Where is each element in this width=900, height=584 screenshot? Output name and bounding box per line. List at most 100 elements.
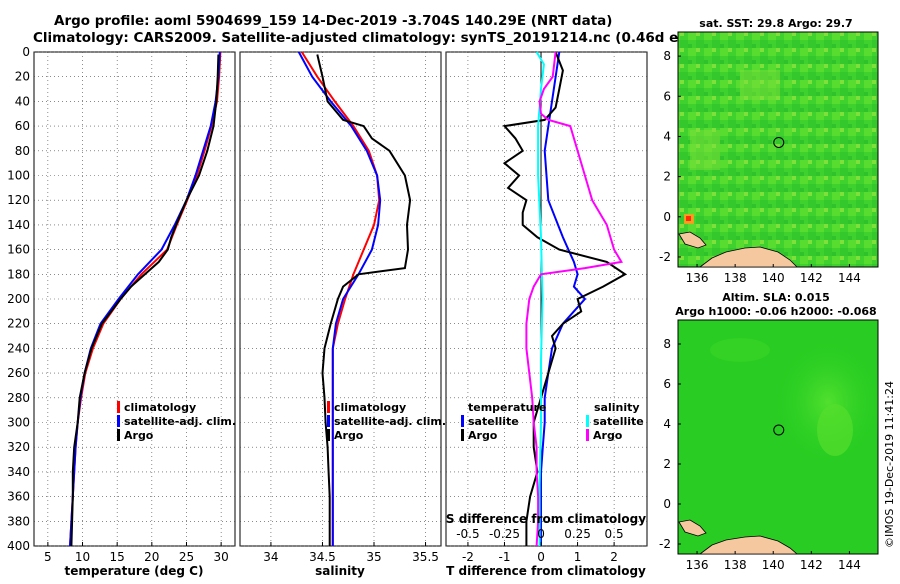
sla-high-patch: [817, 404, 853, 456]
map-lon-label: 144: [838, 271, 861, 285]
series-argo: [316, 54, 412, 546]
salinity-legend: climatology satellite-adj. clim. Argo: [327, 401, 446, 442]
new-guinea-coast: [698, 246, 798, 268]
map-lat-label: 2: [663, 457, 671, 471]
x-tick-label: 2: [610, 550, 618, 564]
map-lon-label: 138: [724, 271, 747, 285]
legend-swatch-climatology: [117, 401, 120, 413]
x-tick-label: 35.5: [412, 550, 439, 564]
s-diff-tick-label: -0.5: [456, 527, 479, 541]
series-argo: [70, 54, 220, 547]
legend-label-satellite: satellite-adj. clim.: [334, 415, 446, 428]
x-tick-label: 10: [75, 550, 90, 564]
figure-title-line1: Argo profile: aoml 5904699_159 14-Dec-20…: [54, 13, 612, 29]
argo-position-marker: [773, 136, 785, 148]
series-s-argo: [525, 51, 624, 547]
t-difference-xlabel: T difference from climatology: [446, 564, 646, 578]
difference-series: [502, 51, 628, 547]
temperature-panel: 5 10 15 20 25 30 0 20 40 60 80 100 120 140 160 180 200 2…: [7, 45, 236, 578]
map-lat-label: 8: [663, 49, 671, 63]
series-s-satellite: [535, 51, 545, 546]
difference-legend-salinity: salinity satellite Argo: [586, 401, 644, 442]
sst-hot-patch: [686, 216, 691, 221]
sla-map-title-2: Argo h1000: -0.06 h2000: -0.068: [675, 305, 876, 318]
map-lon-label: 136: [686, 558, 709, 572]
depth-tick-label: 380: [7, 514, 30, 528]
sst-map: sat. SST: 29.8 Argo: 29.7 136 138 140 142 14…: [659, 17, 879, 285]
legend-swatch-satellite: [117, 415, 120, 427]
imos-timestamp: ©IMOS 19-Dec-2019 11:41:24: [883, 381, 896, 548]
x-tick-label: 1: [574, 550, 582, 564]
map-lat-label: -2: [659, 537, 671, 551]
legend-label-argo: Argo: [334, 429, 364, 442]
depth-tick-label: 300: [7, 416, 30, 430]
sst-map-title: sat. SST: 29.8 Argo: 29.7: [699, 17, 852, 30]
legend-label-climatology: climatology: [124, 401, 196, 414]
sla-map-title-1: Altim. SLA: 0.015: [722, 291, 829, 304]
salinity-panel: 34 34.5 35 35.5 climatology satellite-adj. …: [239, 51, 446, 578]
series-t-argo: [502, 51, 628, 546]
depth-tick-label: 160: [7, 243, 30, 257]
depth-tick-label: 340: [7, 465, 30, 479]
legend-swatch-s-satellite: [586, 415, 589, 427]
x-tick-label: 34.5: [309, 550, 336, 564]
sla-map: Altim. SLA: 0.015 Argo h1000: -0.06 h200…: [659, 291, 879, 572]
temperature-series: [69, 51, 222, 547]
depth-tick-label: 140: [7, 218, 30, 232]
depth-tick-label: 80: [15, 144, 30, 158]
legend-label-t-satellite: satellite: [468, 415, 519, 428]
x-tick-label: -2: [462, 550, 474, 564]
map-lat-label: 8: [663, 337, 671, 351]
depth-tick-label: 260: [7, 366, 30, 380]
figure-title-line2: Climatology: CARS2009. Satellite-adjuste…: [33, 30, 725, 46]
depth-tick-label: 60: [15, 119, 30, 133]
depth-tick-label: 120: [7, 193, 30, 207]
legend-title-salinity: salinity: [594, 401, 640, 414]
map-lat-label: -2: [659, 250, 671, 264]
salinity-xlabel: salinity: [315, 564, 365, 578]
argo-position-marker: [773, 424, 785, 436]
s-diff-tick-label: 0: [537, 527, 545, 541]
legend-label-climatology: climatology: [334, 401, 406, 414]
map-lat-label: 6: [663, 377, 671, 391]
map-lon-label: 142: [800, 271, 823, 285]
sla-high-patch: [710, 338, 770, 362]
map-lat-label: 0: [663, 210, 671, 224]
depth-tick-label: 240: [7, 341, 30, 355]
island-coast: [678, 519, 707, 537]
difference-legend-temperature: temperature satellite Argo: [461, 401, 546, 442]
salinity-grid: [240, 51, 441, 547]
map-lon-label: 138: [724, 558, 747, 572]
map-lat-label: 2: [663, 170, 671, 184]
map-lon-label: 136: [686, 271, 709, 285]
legend-swatch-argo: [327, 429, 330, 441]
map-lat-label: 6: [663, 89, 671, 103]
s-difference-tick-labels: -0.5 -0.25 0 0.25 0.5: [456, 527, 623, 541]
legend-swatch-s-argo: [586, 429, 589, 441]
map-lat-label: 4: [663, 417, 671, 431]
legend-title-temperature: temperature: [468, 401, 546, 414]
legend-swatch-argo: [117, 429, 120, 441]
salinity-ticks: 34 34.5 35 35.5: [263, 542, 439, 564]
temperature-ticks: 5 10 15 20 25 30: [44, 542, 229, 564]
x-tick-label: 25: [179, 550, 194, 564]
legend-label-s-satellite: satellite: [593, 415, 644, 428]
depth-tick-labels: 0 20 40 60 80 100 120 140 160 180 200 220 240 260 280 3…: [7, 45, 30, 553]
x-tick-label: 20: [144, 550, 159, 564]
s-difference-label: S difference from climatology: [446, 512, 646, 526]
sst-warm-patch: [690, 130, 720, 170]
sst-map-ticks: 136 138 140 142 144 -2 0 2 4 6 8: [659, 49, 861, 285]
depth-tick-label: 0: [22, 45, 30, 59]
depth-tick-label: 320: [7, 440, 30, 454]
island-coast: [678, 231, 707, 249]
difference-ticks: -2 -1 0 1 2: [462, 542, 618, 564]
x-tick-label: -1: [498, 550, 510, 564]
depth-tick-label: 400: [7, 539, 30, 553]
map-lon-label: 140: [762, 558, 785, 572]
series-satellite: [69, 51, 221, 547]
legend-label-satellite: satellite-adj. clim.: [124, 415, 236, 428]
difference-panel: -2 -1 0 1 2 temperature satellite Argo salin…: [445, 51, 648, 578]
temperature-legend: climatology satellite-adj. clim. Argo: [117, 401, 236, 442]
depth-tick-label: 200: [7, 292, 30, 306]
